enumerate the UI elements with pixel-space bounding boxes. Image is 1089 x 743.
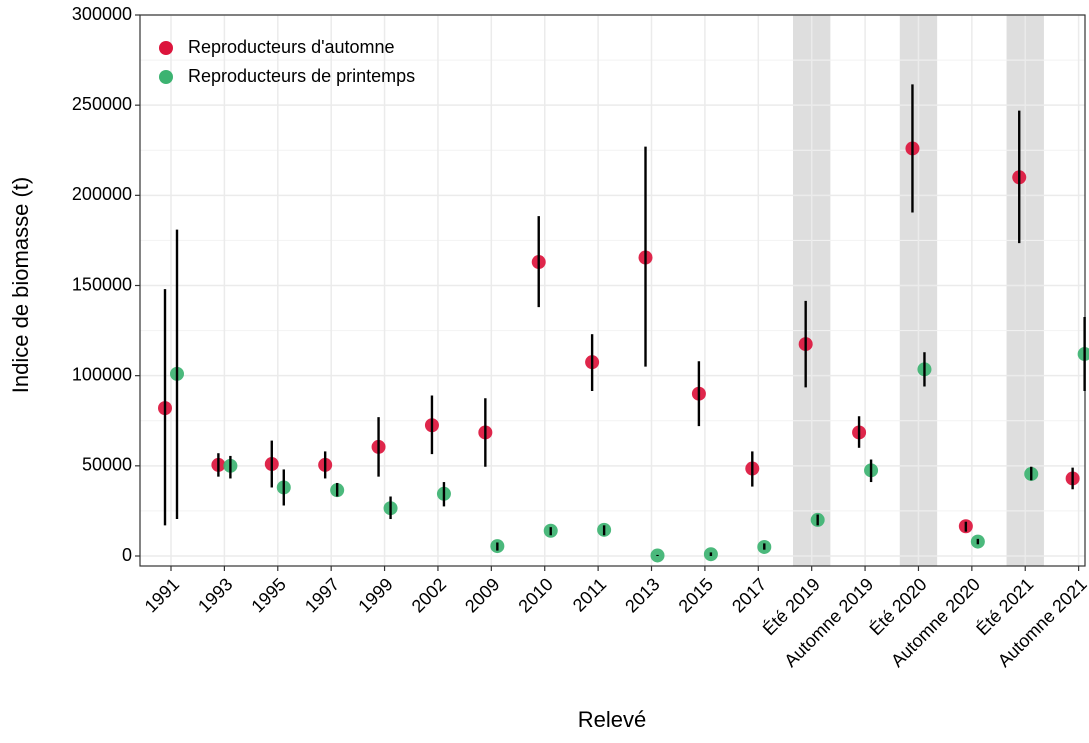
- legend-label: Reproducteurs d'automne: [188, 37, 395, 57]
- x-tick-label: 1995: [248, 574, 290, 616]
- legend-marker: [159, 70, 173, 84]
- x-tick-label: 2011: [569, 574, 611, 616]
- legend-label: Reproducteurs de printemps: [188, 66, 415, 86]
- y-tick-label: 250000: [72, 94, 132, 114]
- data-point: [1077, 347, 1089, 362]
- x-tick-label: 1999: [354, 574, 396, 616]
- legend-marker: [159, 41, 173, 55]
- x-tick-label: 2017: [728, 574, 770, 616]
- x-tick-label: 2010: [514, 574, 556, 616]
- y-tick-label: 50000: [82, 455, 132, 475]
- x-tick-label: 2013: [621, 574, 663, 616]
- x-tick-label: 1993: [194, 574, 236, 616]
- y-axis-label: Indice de biomasse (t): [8, 177, 33, 393]
- x-tick-label: 1991: [141, 574, 183, 616]
- x-tick-label: 1997: [301, 574, 343, 616]
- y-tick-label: 300000: [72, 4, 132, 24]
- x-tick-label: 2002: [408, 574, 450, 616]
- y-tick-label: 100000: [72, 364, 132, 384]
- y-tick-label: 150000: [72, 274, 132, 294]
- x-tick-label: 2015: [675, 574, 717, 616]
- x-axis-label: Relevé: [578, 707, 646, 732]
- y-tick-label: 200000: [72, 184, 132, 204]
- y-tick-label: 0: [122, 545, 132, 565]
- x-tick-label: 2009: [461, 574, 503, 616]
- panel-border: [139, 14, 1086, 567]
